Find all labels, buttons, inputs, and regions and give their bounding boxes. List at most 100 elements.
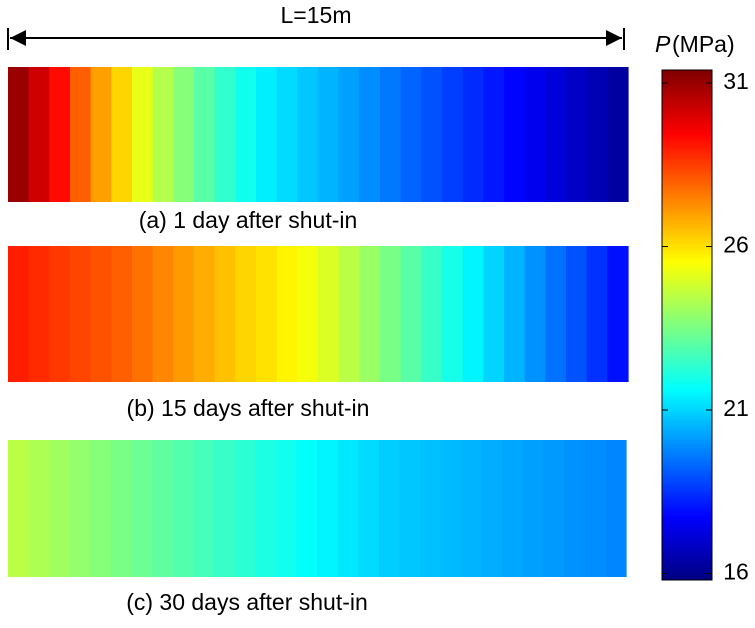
pressure-cell [358,440,380,577]
colorbar-tick-label: 16 [723,559,749,585]
colorbar-segment [662,189,712,193]
colorbar-segment [662,442,712,446]
colorbar-segment [662,100,712,104]
colorbar-segment [662,409,712,413]
colorbar-segment [662,437,712,441]
colorbar-segment [662,136,712,140]
pressure-cell [607,67,629,202]
pressure-cell [276,67,298,202]
colorbar-segment [662,235,712,239]
pressure-cell [318,67,340,202]
colorbar-segment [662,470,712,474]
colorbar-segment [662,475,712,479]
pressure-cell [132,67,154,202]
colorbar-segment [662,133,712,137]
colorbar-segment [662,447,712,451]
pressure-cell [523,440,545,577]
colorbar-segment [662,444,712,448]
colorbar-tick-label: 31 [723,68,749,94]
panel-caption: (c) 30 days after shut-in [126,589,368,615]
pressure-cell [152,440,174,577]
colorbar-segment [662,506,712,510]
colorbar-segment [662,90,712,94]
pressure-cell [28,67,50,202]
colorbar-segment [662,302,712,306]
colorbar-segment [662,493,712,497]
pressure-cell [481,440,503,577]
colorbar-segment [662,82,712,86]
colorbar-segment [662,480,712,484]
pressure-cell [194,67,216,202]
colorbar-segment [662,95,712,99]
pressure-cell [132,246,154,382]
pressure-cell [276,246,298,382]
colorbar-segment [662,146,712,150]
colorbar-segment [662,455,712,459]
colorbar-segment [662,105,712,109]
colorbar-segment [662,340,712,344]
colorbar-segment [662,77,712,81]
colorbar-segment [662,577,712,581]
pressure-cell [584,440,606,577]
colorbar-segment [662,309,712,313]
pressure-cell [440,440,462,577]
pressure-cell [152,246,174,382]
colorbar-segment [662,141,712,145]
colorbar-segment [662,223,712,227]
colorbar-segment [662,546,712,550]
pressure-cell [586,246,608,382]
colorbar-segment [662,427,712,431]
pressure-cell [502,440,524,577]
colorbar-segment [662,467,712,471]
pressure-cell [256,246,278,382]
colorbar-segment [662,240,712,244]
colorbar-segment [662,534,712,538]
colorbar-segment [662,478,712,482]
pressure-cell [462,67,484,202]
colorbar-segment [662,110,712,114]
pressure-cell [338,246,360,382]
pressure-cell [359,246,381,382]
colorbar-segment [662,92,712,96]
colorbar-segment [662,184,712,188]
colorbar-segment [662,174,712,178]
colorbar-segment [662,279,712,283]
pressure-cell [256,67,278,202]
pressure-cell [420,440,442,577]
pressure-cell [131,440,153,577]
colorbar-tick-label: 21 [723,395,749,421]
colorbar-segment [662,164,712,168]
colorbar-segment [662,432,712,436]
colorbar-segment [662,228,712,232]
colorbar-segment [662,337,712,341]
pressure-cell [193,440,215,577]
pressure-cell [49,246,71,382]
colorbar-segment [662,197,712,201]
colorbar-segment [662,187,712,191]
pressure-cell [605,440,627,577]
colorbar-segment [662,551,712,555]
pressure-cell [400,246,422,382]
colorbar-segment [662,391,712,395]
colorbar-segment [662,151,712,155]
colorbar-segment [662,294,712,298]
colorbar-segment [662,531,712,535]
colorbar-segment [662,177,712,181]
colorbar-segment [662,103,712,107]
colorbar-segment [662,276,712,280]
pressure-cell [8,440,30,577]
colorbar-segment [662,319,712,323]
colorbar-segment [662,363,712,367]
colorbar-segment [662,121,712,125]
colorbar-segment [662,123,712,127]
colorbar-segment [662,557,712,561]
colorbar-segment [662,378,712,382]
colorbar-segment [662,85,712,89]
pressure-cell [28,246,50,382]
colorbar-segment [662,87,712,91]
colorbar-segment [662,508,712,512]
colorbar-segment [662,268,712,272]
colorbar-segment [662,238,712,242]
colorbar-segment [662,169,712,173]
